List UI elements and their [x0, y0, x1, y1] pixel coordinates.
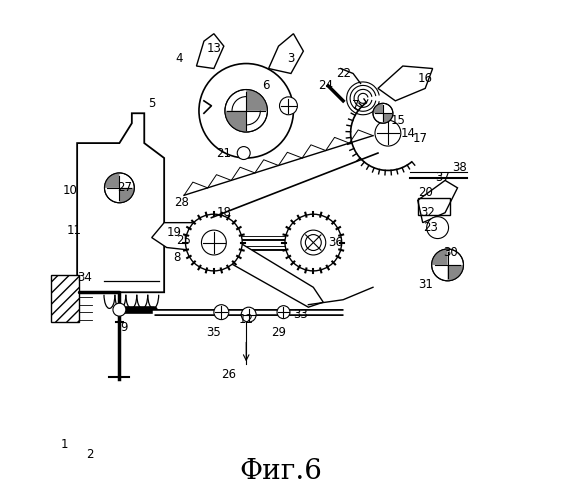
Polygon shape — [373, 104, 383, 114]
Text: 32: 32 — [420, 206, 435, 219]
Circle shape — [373, 104, 393, 123]
Polygon shape — [418, 180, 457, 222]
Circle shape — [285, 214, 342, 271]
Circle shape — [185, 214, 242, 271]
Circle shape — [305, 234, 321, 250]
Circle shape — [214, 304, 229, 320]
Text: 17: 17 — [413, 132, 428, 144]
Text: 3: 3 — [287, 52, 294, 65]
Text: 5: 5 — [148, 97, 156, 110]
Circle shape — [232, 96, 260, 125]
Text: 30: 30 — [443, 246, 457, 259]
Text: 33: 33 — [293, 308, 309, 321]
Polygon shape — [383, 114, 393, 123]
Polygon shape — [119, 188, 134, 203]
Text: 37: 37 — [435, 172, 450, 184]
Polygon shape — [378, 66, 433, 101]
Bar — [51, 275, 79, 322]
Text: 19: 19 — [166, 226, 182, 239]
Polygon shape — [197, 34, 224, 68]
Polygon shape — [225, 111, 246, 132]
Text: 38: 38 — [452, 162, 468, 174]
Polygon shape — [432, 249, 447, 265]
Text: 35: 35 — [206, 326, 221, 338]
Text: 34: 34 — [77, 271, 92, 284]
Text: 28: 28 — [174, 196, 189, 209]
Text: 29: 29 — [271, 326, 286, 338]
Text: 20: 20 — [418, 186, 433, 200]
Text: 9: 9 — [121, 320, 128, 334]
Circle shape — [432, 249, 464, 281]
Circle shape — [105, 173, 134, 203]
Text: 1: 1 — [61, 438, 69, 452]
Circle shape — [225, 90, 268, 132]
Text: 2: 2 — [86, 448, 93, 462]
Circle shape — [237, 146, 250, 160]
Text: 7: 7 — [352, 100, 359, 112]
Text: 14: 14 — [400, 126, 415, 140]
Text: 27: 27 — [117, 182, 132, 194]
Text: 18: 18 — [216, 206, 231, 219]
Circle shape — [201, 230, 226, 255]
Circle shape — [375, 120, 401, 146]
Circle shape — [113, 303, 126, 316]
Polygon shape — [77, 114, 164, 292]
Text: 8: 8 — [173, 251, 180, 264]
Circle shape — [279, 97, 297, 115]
Polygon shape — [447, 265, 464, 281]
Text: 16: 16 — [418, 72, 433, 85]
Text: 31: 31 — [418, 278, 433, 291]
Polygon shape — [269, 34, 303, 74]
Text: 36: 36 — [328, 236, 343, 249]
Text: 12: 12 — [239, 313, 253, 326]
Text: 26: 26 — [221, 368, 236, 381]
Text: 24: 24 — [318, 80, 333, 92]
Circle shape — [301, 230, 326, 255]
Text: 23: 23 — [423, 221, 438, 234]
Polygon shape — [105, 173, 119, 188]
Text: 22: 22 — [336, 67, 351, 80]
Text: 10: 10 — [62, 184, 77, 197]
Circle shape — [199, 64, 293, 158]
Text: Фиг.6: Фиг.6 — [239, 458, 323, 485]
Text: 15: 15 — [391, 114, 405, 127]
Text: 13: 13 — [206, 42, 221, 55]
Text: 11: 11 — [67, 224, 82, 236]
Text: 4: 4 — [175, 52, 183, 65]
Polygon shape — [246, 90, 268, 111]
Text: 21: 21 — [216, 146, 232, 160]
Text: 25: 25 — [176, 234, 192, 246]
Text: 6: 6 — [262, 80, 270, 92]
Circle shape — [241, 307, 256, 322]
Circle shape — [427, 216, 448, 238]
Circle shape — [277, 306, 290, 318]
Polygon shape — [152, 222, 323, 307]
